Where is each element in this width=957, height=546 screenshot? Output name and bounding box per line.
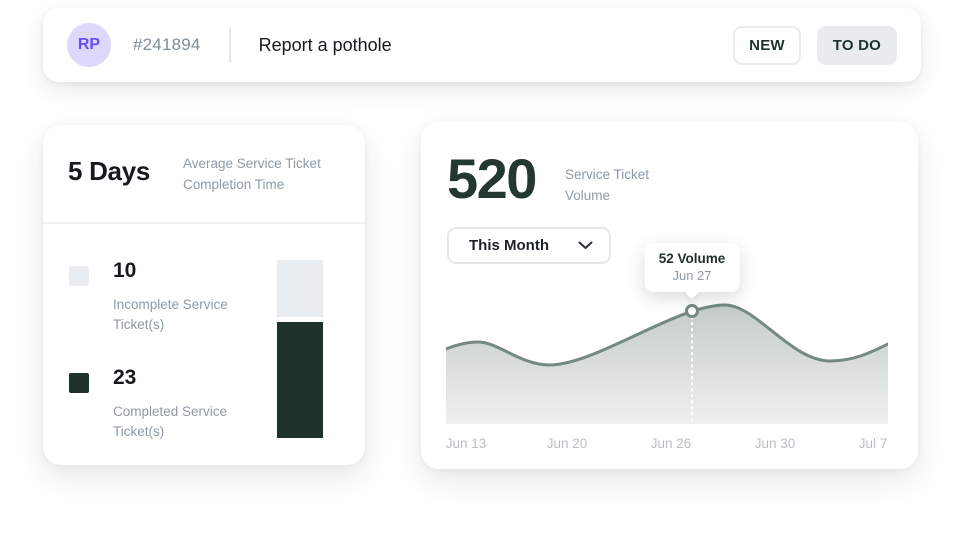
ticket-volume-card: 520 Service Ticket Volume This Month 52 … [421,122,918,469]
area-fill [446,305,888,424]
bar-segment-incomplete [277,260,323,317]
volume-area-chart[interactable] [446,294,888,424]
x-tick: Jun 30 [754,436,796,451]
divider [43,222,365,224]
highlight-marker[interactable] [685,304,699,318]
x-tick: Jul 7 [858,436,888,451]
status-badge-new[interactable]: NEW [733,25,801,65]
x-tick: Jun 20 [546,436,588,451]
period-dropdown-value: This Month [469,237,549,254]
chart-tooltip: 52 Volume Jun 27 [644,243,740,292]
completion-kpi-value: 5 Days [68,156,151,186]
divider [228,27,231,63]
incomplete-label: Incomplete Service Ticket(s) [113,297,228,332]
ticket-title: Report a pothole [258,34,392,55]
status-badge-todo[interactable]: TO DO [816,25,897,65]
completed-label: Completed Service Ticket(s) [113,404,228,439]
completion-time-card: 5 Days Average Service Ticket Completion… [43,125,365,465]
completion-kpi-label: Average Service Ticket Completion Time [183,156,321,192]
avatar: RP [67,23,111,67]
volume-kpi-label: Service Ticket Volume [565,167,650,203]
x-axis: Jun 13 Jun 20 Jun 26 Jun 30 Jul 7 [421,436,918,454]
ticket-id: #241894 [133,35,201,54]
legend-swatch-completed [69,373,89,393]
tooltip-date: Jun 27 [672,268,712,283]
chevron-down-icon [578,241,593,250]
x-tick: Jun 26 [650,436,692,451]
tooltip-value: 52 Volume [658,251,726,266]
legend-swatch-incomplete [69,266,89,286]
incomplete-count: 10 [113,259,137,282]
completed-count: 23 [113,366,137,389]
volume-kpi-value: 520 [447,147,537,210]
volume-line [446,303,888,367]
stacked-bar-chart [277,260,323,438]
badge-group: NEW TO DO [733,25,897,65]
bar-segment-completed [277,322,323,438]
ticket-header-bar: RP #241894 Report a pothole NEW TO DO [43,8,921,82]
period-dropdown[interactable]: This Month [447,227,611,264]
x-tick: Jun 13 [445,436,487,451]
